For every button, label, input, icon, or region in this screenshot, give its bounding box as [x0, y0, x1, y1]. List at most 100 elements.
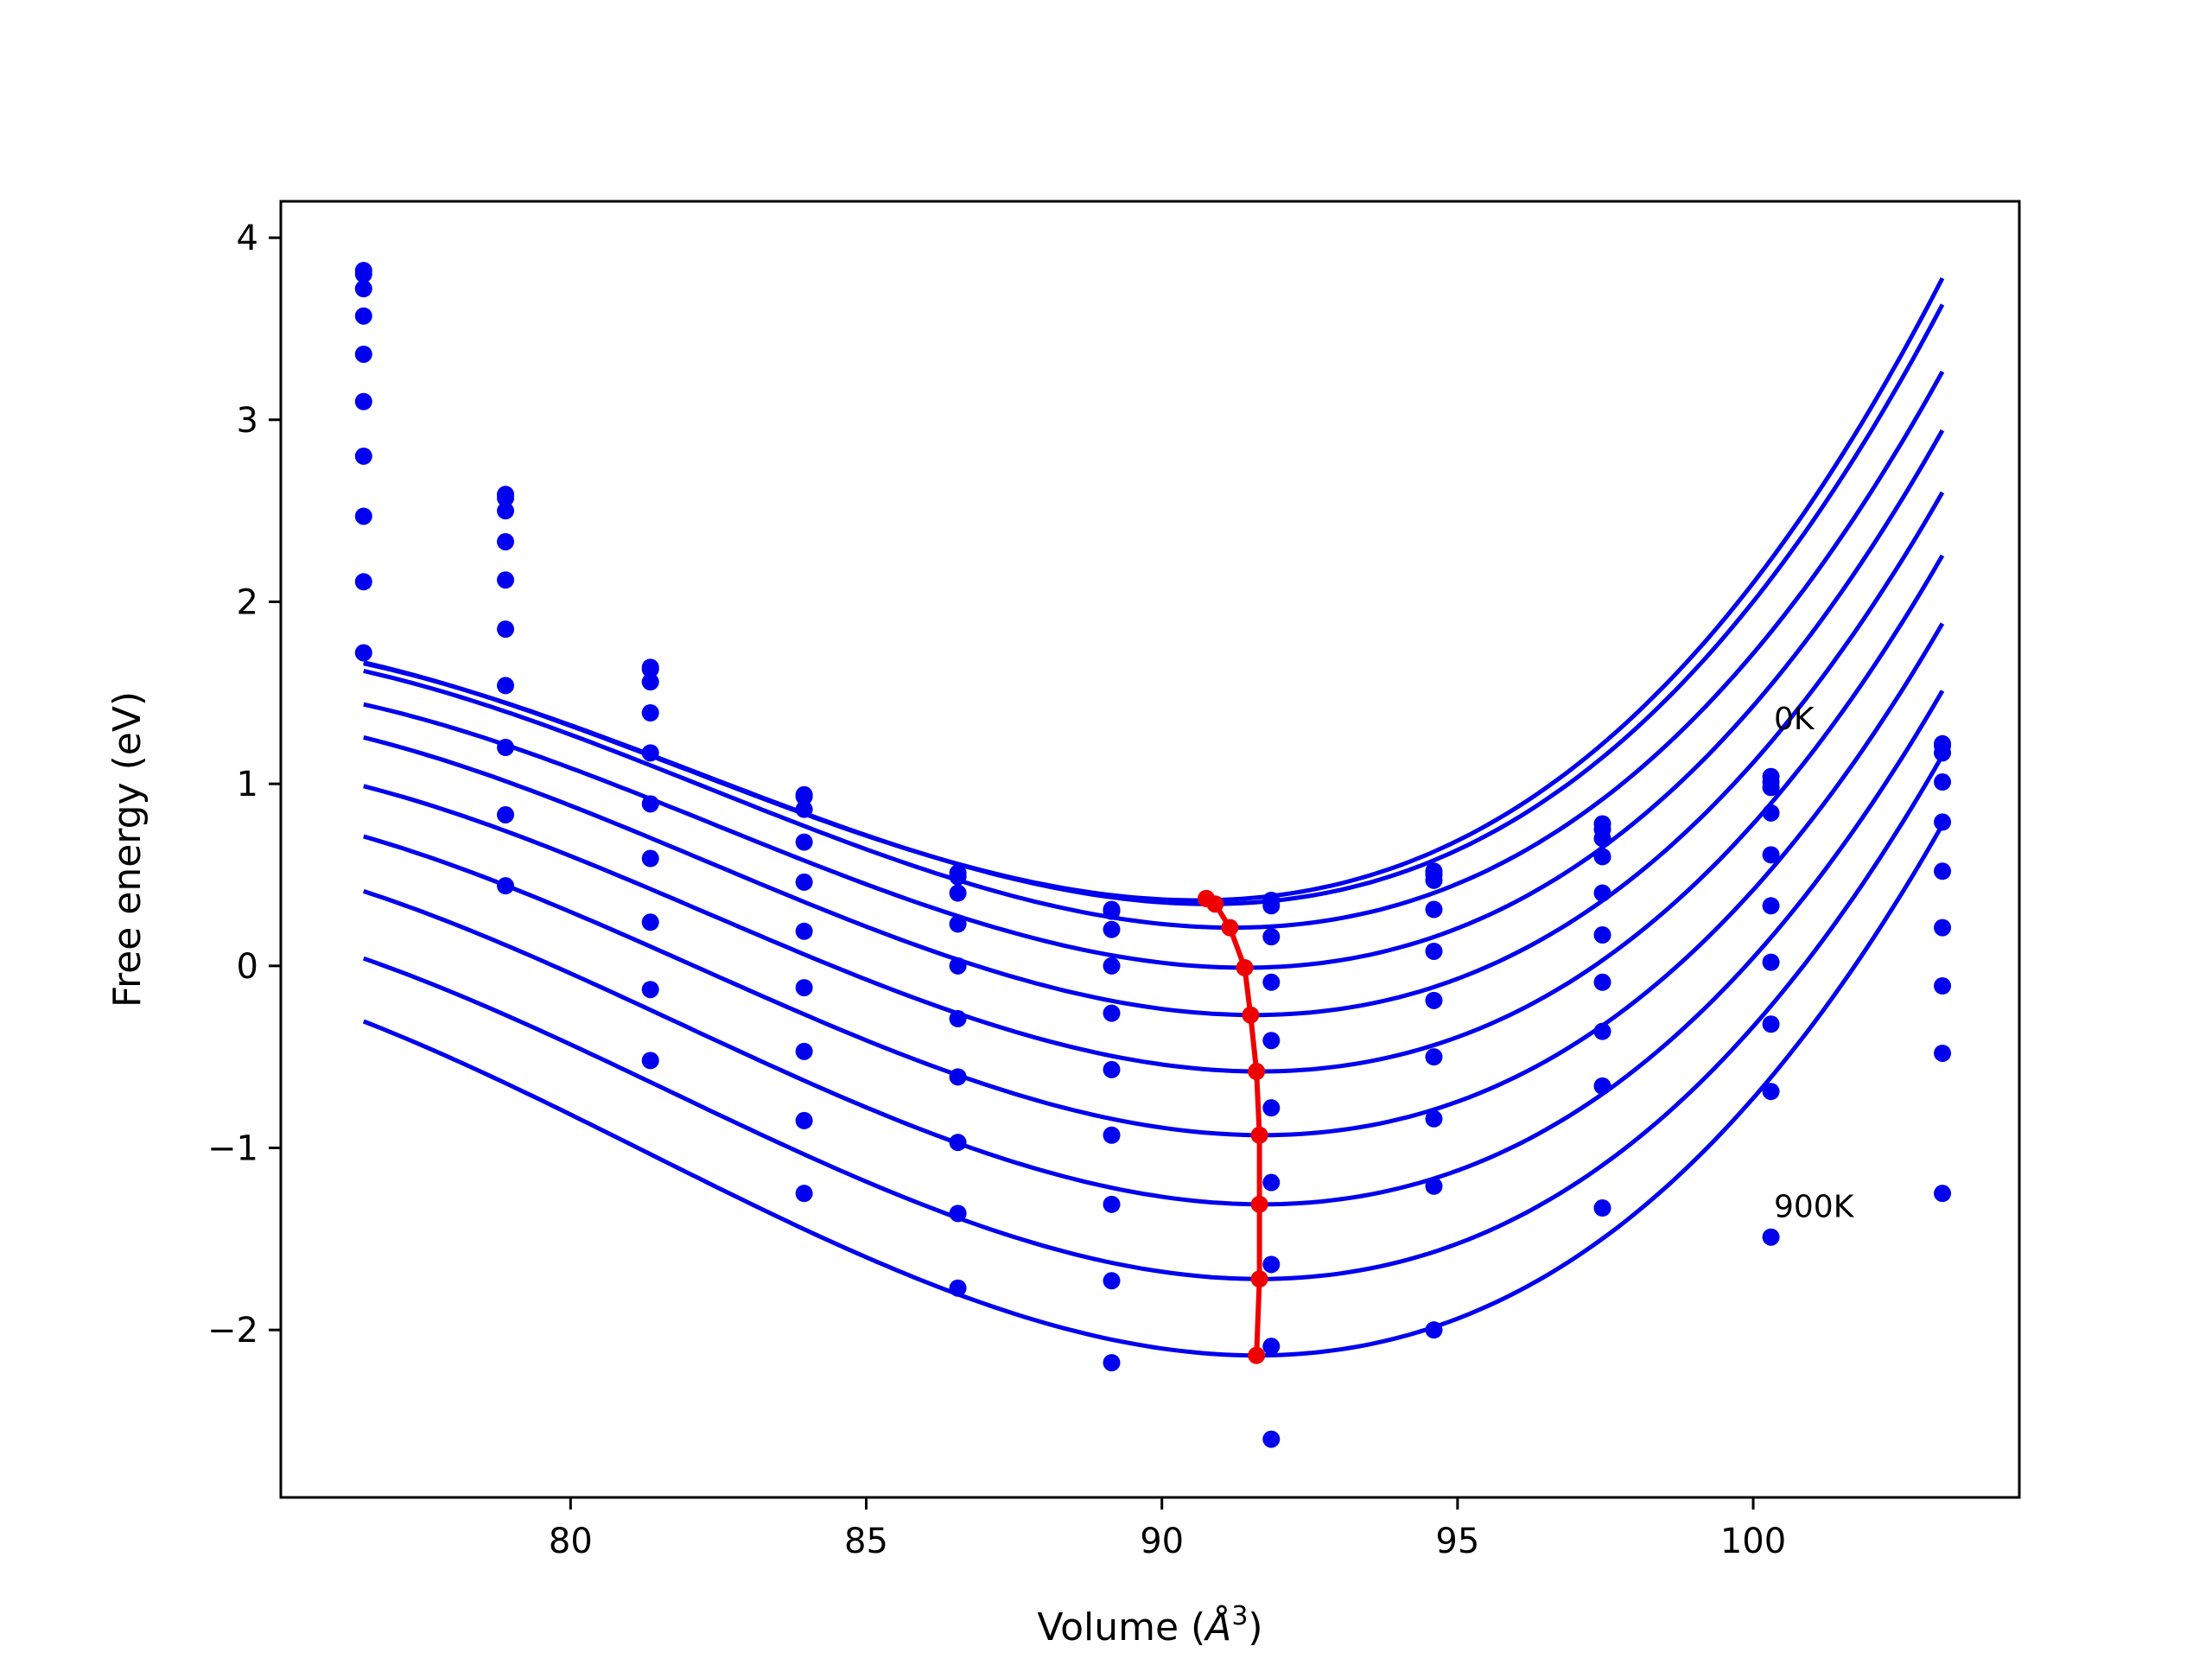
data-point-300K: [1593, 848, 1611, 866]
data-point-400K: [949, 957, 967, 975]
data-point-200K: [1934, 744, 1952, 762]
data-point-200K: [641, 673, 659, 691]
fit-curve-200K: [363, 370, 1945, 931]
data-point-500K: [1103, 1060, 1121, 1078]
data-point-700K: [497, 739, 515, 757]
fit-curve-700K: [363, 690, 1945, 1207]
y-tick-label: 2: [237, 582, 258, 622]
data-point-900K: [1103, 1354, 1121, 1372]
x-tick-label: 95: [1435, 1522, 1479, 1561]
fit-curve-800K: [362, 754, 1945, 1281]
y-tick-label: −1: [207, 1129, 258, 1169]
data-point-400K: [1593, 884, 1611, 902]
data-point-900K: [795, 1185, 813, 1203]
data-point-400K: [1262, 1032, 1281, 1050]
data-point-500K: [795, 922, 813, 940]
x-axis-label-exponent: 3: [1231, 1601, 1248, 1631]
data-point-600K: [1593, 973, 1611, 991]
data-point-400K: [1762, 846, 1780, 864]
fit-curve-400K: [363, 491, 1945, 1018]
data-point-900K: [1425, 1321, 1443, 1339]
minima-point: [1242, 1006, 1260, 1024]
data-point-500K: [1262, 1099, 1281, 1117]
data-point-600K: [949, 1068, 967, 1086]
data-point-900K: [1262, 1430, 1281, 1448]
minima-point: [1236, 958, 1254, 976]
data-point-400K: [1425, 942, 1443, 960]
data-point-400K: [497, 571, 515, 589]
data-point-600K: [1262, 1173, 1281, 1192]
data-point-900K: [949, 1279, 967, 1297]
fit-curves: [362, 276, 1945, 1358]
y-tick-label: 4: [237, 219, 258, 258]
data-point-200K: [795, 800, 813, 818]
data-point-300K: [354, 307, 372, 325]
data-point-200K: [1762, 779, 1780, 797]
data-point-100K: [497, 489, 515, 507]
data-point-200K: [354, 280, 372, 298]
y-axis-label: Free energy (eV): [105, 691, 149, 1007]
data-point-500K: [949, 1009, 967, 1027]
minima-curve: [1205, 896, 1262, 1356]
fit-curve-500K: [363, 554, 1945, 1074]
minima-point: [1206, 895, 1224, 913]
data-point-500K: [1425, 991, 1443, 1009]
data-point-700K: [1425, 1109, 1443, 1128]
minima-point: [1248, 1063, 1266, 1081]
data-point-100K: [949, 868, 967, 886]
data-point-200K: [1262, 928, 1281, 946]
data-point-800K: [1425, 1177, 1443, 1195]
data-point-800K: [795, 1111, 813, 1129]
data-point-700K: [1934, 977, 1952, 995]
data-point-500K: [497, 620, 515, 639]
data-point-900K: [497, 877, 515, 895]
data-point-900K: [1593, 1199, 1611, 1217]
minima-point: [1250, 1270, 1268, 1288]
data-point-800K: [1934, 1044, 1952, 1062]
data-point-900K: [1762, 1228, 1780, 1246]
x-axis: 80 85 90 95 100: [549, 1497, 1786, 1561]
data-point-900K: [354, 644, 372, 662]
data-point-500K: [641, 795, 659, 813]
data-point-800K: [354, 573, 372, 591]
data-point-300K: [1934, 773, 1952, 791]
x-axis-label: Volume (Å3): [1037, 1601, 1262, 1649]
data-point-600K: [795, 979, 813, 997]
data-point-300K: [497, 532, 515, 550]
data-point-100K: [354, 265, 372, 283]
data-point-700K: [1593, 1022, 1611, 1040]
data-point-600K: [1762, 953, 1780, 971]
data-point-600K: [641, 849, 659, 868]
data-point-500K: [354, 392, 372, 410]
data-point-800K: [641, 981, 659, 999]
data-point-700K: [795, 1042, 813, 1060]
data-point-900K: [641, 1052, 659, 1070]
data-point-700K: [1262, 1255, 1281, 1274]
data-point-600K: [354, 447, 372, 465]
plot-frame: [279, 200, 2021, 1499]
data-point-800K: [1762, 1083, 1780, 1101]
data-points: [354, 262, 1952, 1448]
x-tick-label: 90: [1140, 1522, 1184, 1561]
y-axis: 4 3 2 1 0 −1 −2: [207, 219, 281, 1351]
data-point-400K: [641, 744, 659, 762]
data-point-400K: [354, 345, 372, 363]
fit-curve-600K: [363, 622, 1945, 1138]
data-point-800K: [1103, 1272, 1121, 1290]
data-point-500K: [1593, 926, 1611, 944]
minima-point: [1250, 1126, 1268, 1144]
data-point-200K: [1103, 920, 1121, 938]
annotation-900k: 900K: [1774, 1190, 1855, 1225]
data-point-800K: [497, 805, 515, 823]
data-point-600K: [497, 677, 515, 695]
data-point-600K: [1103, 1126, 1121, 1144]
data-point-700K: [354, 507, 372, 525]
data-point-700K: [1103, 1195, 1121, 1213]
minima-point: [1250, 1195, 1268, 1213]
data-point-800K: [949, 1205, 967, 1223]
data-point-400K: [1103, 1004, 1121, 1022]
annotation-0k: 0K: [1774, 702, 1815, 737]
data-point-900K: [1934, 1185, 1952, 1203]
data-point-300K: [641, 703, 659, 721]
